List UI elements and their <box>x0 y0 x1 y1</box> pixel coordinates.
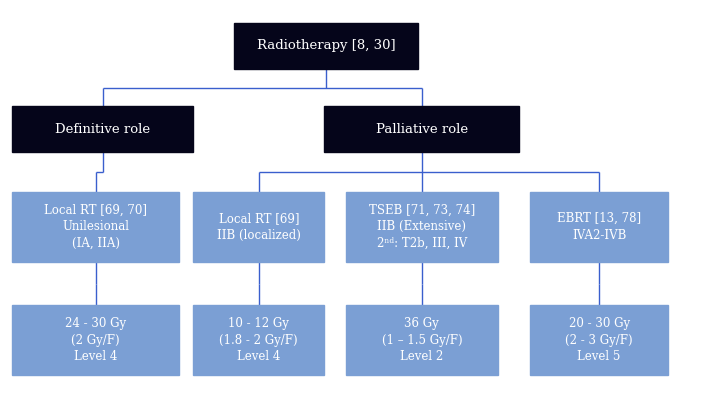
Text: 20 - 30 Gy
(2 - 3 Gy/F)
Level 5: 20 - 30 Gy (2 - 3 Gy/F) Level 5 <box>565 317 633 363</box>
Text: Definitive role: Definitive role <box>55 123 150 136</box>
FancyBboxPatch shape <box>13 192 179 262</box>
Text: Radiotherapy [8, 30]: Radiotherapy [8, 30] <box>257 39 396 52</box>
Text: EBRT [13, 78]
IVA2-IVB: EBRT [13, 78] IVA2-IVB <box>557 212 641 242</box>
FancyBboxPatch shape <box>12 106 193 152</box>
Text: 24 - 30 Gy
(2 Gy/F)
Level 4: 24 - 30 Gy (2 Gy/F) Level 4 <box>65 317 126 363</box>
FancyBboxPatch shape <box>193 306 324 375</box>
Text: 10 - 12 Gy
(1.8 - 2 Gy/F)
Level 4: 10 - 12 Gy (1.8 - 2 Gy/F) Level 4 <box>220 317 298 363</box>
Text: Local RT [69]
IIB (localized): Local RT [69] IIB (localized) <box>217 212 301 242</box>
FancyBboxPatch shape <box>324 106 519 152</box>
Text: Palliative role: Palliative role <box>376 123 468 136</box>
FancyBboxPatch shape <box>234 23 418 68</box>
Text: TSEB [71, 73, 74]
IIB (Extensive)
2ⁿᵈ: T2b, III, IV: TSEB [71, 73, 74] IIB (Extensive) 2ⁿᵈ: T… <box>369 204 475 250</box>
FancyBboxPatch shape <box>346 192 498 262</box>
FancyBboxPatch shape <box>13 306 179 375</box>
FancyBboxPatch shape <box>530 192 668 262</box>
Text: Local RT [69, 70]
Unilesional
(IA, IIA): Local RT [69, 70] Unilesional (IA, IIA) <box>44 204 147 250</box>
FancyBboxPatch shape <box>530 306 668 375</box>
Text: 36 Gy
(1 – 1.5 Gy/F)
Level 2: 36 Gy (1 – 1.5 Gy/F) Level 2 <box>381 317 462 363</box>
FancyBboxPatch shape <box>346 306 498 375</box>
FancyBboxPatch shape <box>193 192 324 262</box>
